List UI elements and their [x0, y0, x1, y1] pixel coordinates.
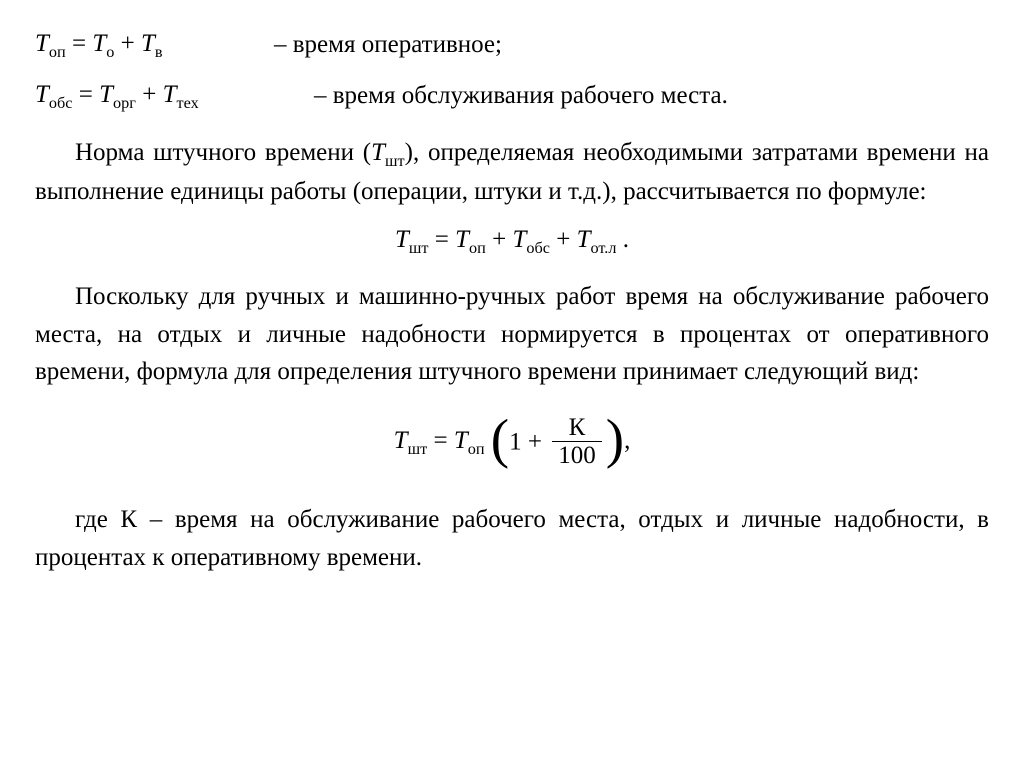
- formula-k: Tшт = Tоп (1 + К100),: [35, 401, 989, 484]
- definition-row-1: Tоп = Tо + Tв – время оперативное;: [35, 25, 989, 64]
- definition-desc-2: – время обслуживания рабочего места.: [314, 77, 728, 115]
- formula-top: Tоп = Tо + Tв: [35, 30, 163, 57]
- formula-tobs: Tобс = Tорг + Tтех: [35, 81, 199, 108]
- formula-tsht: Tшт = Tоп + Tобс + Tот.л .: [35, 221, 989, 260]
- definition-desc-1: – время оперативное;: [274, 26, 502, 64]
- definition-row-2: Tобс = Tорг + Tтех – время обслуживания …: [35, 76, 989, 115]
- paragraph-1: Норма штучного времени (Tшт), определяем…: [35, 134, 989, 211]
- paragraph-3: где К – время на обслуживание рабочего м…: [35, 501, 989, 576]
- paragraph-2: Поскольку для ручных и машинно-ручных ра…: [35, 278, 989, 391]
